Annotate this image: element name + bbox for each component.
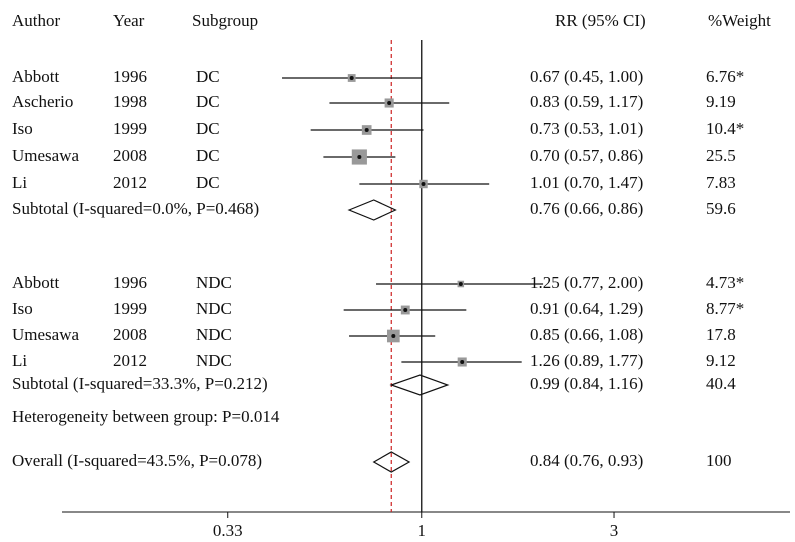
subgroup: DC [196,92,220,111]
ci-label: 1.01 (0.70, 1.47) [530,173,643,192]
subgroup: NDC [196,299,232,318]
ci-label: 0.83 (0.59, 1.17) [530,92,643,111]
year: 2012 [113,351,147,370]
row-label: Subtotal (I-squared=33.3%, P=0.212) [12,374,268,393]
subgroup: DC [196,173,220,192]
weight-label: 59.6 [706,199,736,218]
year: 2008 [113,146,147,165]
x-tick-label: 3 [610,521,619,540]
pooled-diamond [347,199,397,221]
header-ci: RR (95% CI) [555,11,646,30]
weight-label: 10.4* [706,119,744,138]
header-author: Author [12,11,61,30]
year: 2008 [113,325,147,344]
point-estimate [458,282,463,286]
subgroup: DC [196,119,220,138]
x-tick-label: 0.33 [213,521,243,540]
weight-label: 6.76* [706,67,744,86]
point-estimate [391,334,396,338]
author: Li [12,173,27,192]
author: Iso [12,299,33,318]
subgroup: DC [196,67,220,86]
weight-label: 17.8 [706,325,736,344]
subgroup: DC [196,146,220,165]
ci-label: 0.70 (0.57, 0.86) [530,146,643,165]
author: Iso [12,119,33,138]
ci-label: 0.99 (0.84, 1.16) [530,374,643,393]
author: Abbott [12,67,60,86]
ci-label: 0.67 (0.45, 1.00) [530,67,643,86]
weight-label: 25.5 [706,146,736,165]
point-estimate [460,360,465,364]
pooled-diamond [372,451,411,473]
year: 2012 [113,173,147,192]
ci-label: 1.25 (0.77, 2.00) [530,273,643,292]
weight-label: 7.83 [706,173,736,192]
point-estimate [421,182,426,186]
subgroup: NDC [196,273,232,292]
ci-label: 0.91 (0.64, 1.29) [530,299,643,318]
header-weight: %Weight [708,11,771,30]
weight-label: 9.12 [706,351,736,370]
subgroup: NDC [196,325,232,344]
author: Abbott [12,273,60,292]
weight-label: 4.73* [706,273,744,292]
point-estimate [349,76,354,80]
author: Li [12,351,27,370]
header-year: Year [113,11,145,30]
point-estimate [357,155,362,159]
year: 1996 [113,67,147,86]
year: 1998 [113,92,147,111]
point-estimate [364,128,369,132]
pooled-diamond [389,374,450,396]
header-subgroup: Subgroup [192,11,258,30]
weight-label: 9.19 [706,92,736,111]
author: Umesawa [12,146,79,165]
ci-label: 1.26 (0.89, 1.77) [530,351,643,370]
point-estimate [387,101,392,105]
ci-label: 0.85 (0.66, 1.08) [530,325,643,344]
subgroup: NDC [196,351,232,370]
weight-label: 40.4 [706,374,736,393]
weight-label: 8.77* [706,299,744,318]
row-label: Subtotal (I-squared=0.0%, P=0.468) [12,199,259,218]
weight-label: 100 [706,451,732,470]
row-label: Heterogeneity between group: P=0.014 [12,407,280,426]
point-estimate [403,308,408,312]
ci-label: 0.84 (0.76, 0.93) [530,451,643,470]
x-tick-label: 1 [418,521,427,540]
author: Ascherio [12,92,73,111]
year: 1999 [113,299,147,318]
author: Umesawa [12,325,79,344]
ci-label: 0.76 (0.66, 0.86) [530,199,643,218]
year: 1996 [113,273,147,292]
year: 1999 [113,119,147,138]
ci-label: 0.73 (0.53, 1.01) [530,119,643,138]
row-label: Overall (I-squared=43.5%, P=0.078) [12,451,262,470]
